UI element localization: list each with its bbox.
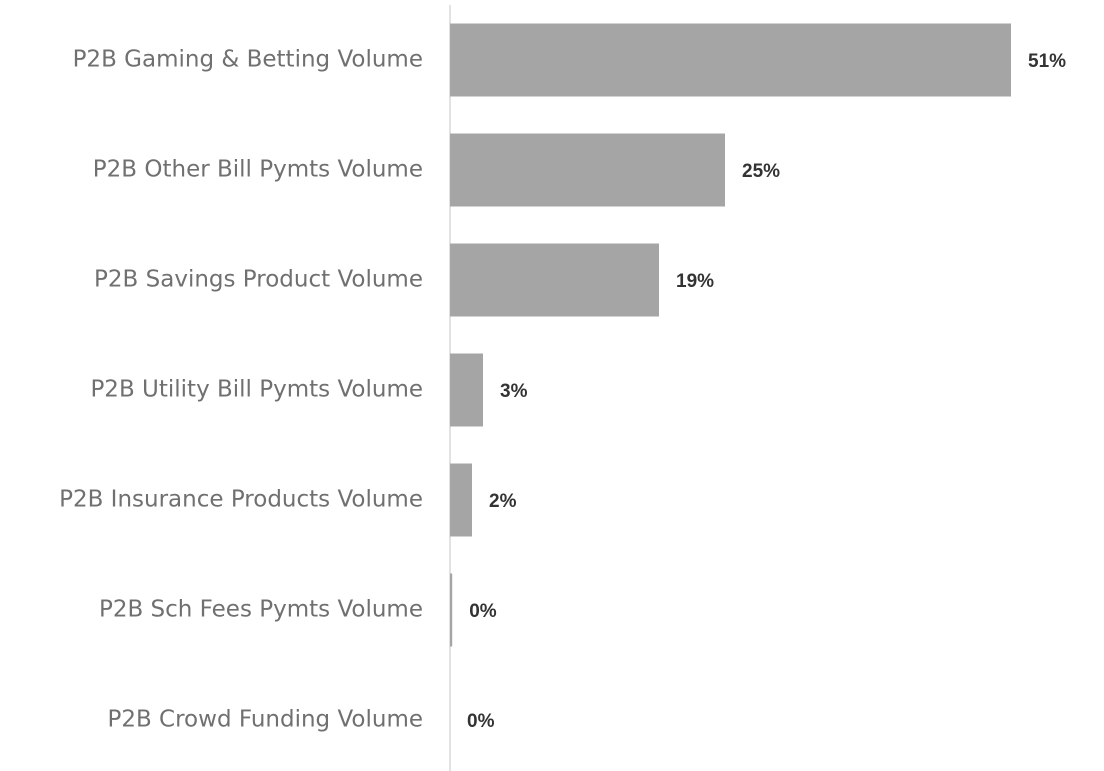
value-label: 51%: [1028, 51, 1066, 72]
category-label: P2B Sch Fees Pymts Volume: [99, 597, 423, 623]
bar: [450, 463, 472, 537]
category-label: P2B Utility Bill Pymts Volume: [90, 377, 423, 403]
category-label: P2B Savings Product Volume: [94, 267, 423, 293]
bar: [450, 243, 659, 317]
bar: [450, 133, 725, 207]
bar: [450, 573, 453, 647]
value-label: 3%: [500, 381, 528, 402]
category-label: P2B Insurance Products Volume: [59, 487, 423, 513]
value-label: 2%: [489, 491, 517, 512]
bar: [450, 23, 1011, 97]
bar: [450, 353, 483, 427]
value-label: 19%: [676, 271, 714, 292]
category-label: P2B Gaming & Betting Volume: [73, 47, 423, 73]
value-label: 25%: [742, 161, 780, 182]
value-label: 0%: [469, 601, 497, 622]
category-label: P2B Other Bill Pymts Volume: [93, 157, 423, 183]
category-label: P2B Crowd Funding Volume: [107, 707, 423, 733]
value-label: 0%: [467, 711, 495, 732]
